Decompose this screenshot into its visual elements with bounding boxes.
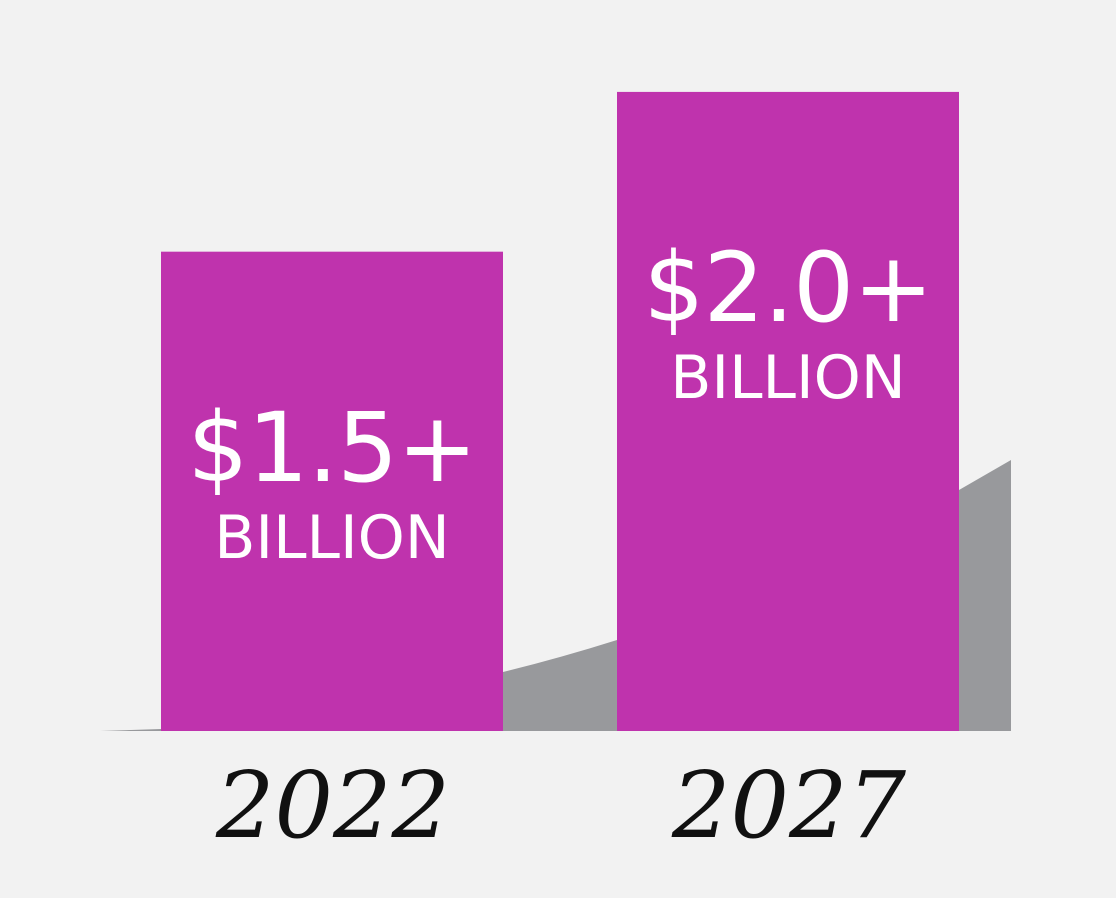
bar-unit-label: BILLION [670,342,906,413]
category-label-2022: 2022 [215,752,451,859]
bar-value-label: $1.5+ [187,391,477,504]
bar-value-label: $2.0+ [643,231,933,344]
bar-2027 [617,91,959,732]
bars-layer [161,91,959,732]
bar-2022 [161,251,503,731]
category-label-2027: 2027 [671,752,907,859]
bar-label-2027: $2.0+ BILLION [617,240,959,408]
bar-label-2022: $1.5+ BILLION [161,400,503,568]
bar-unit-label: BILLION [214,502,450,573]
